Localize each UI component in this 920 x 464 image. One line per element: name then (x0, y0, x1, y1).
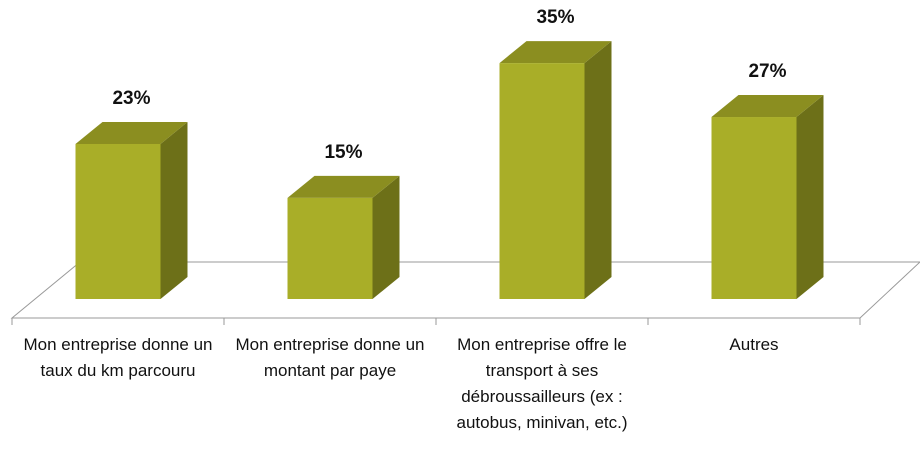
bar-top (499, 41, 612, 64)
value-label: 15% (324, 142, 362, 163)
bar-front (499, 63, 585, 299)
x-tick-label: Autres (729, 335, 779, 354)
bar-front (711, 117, 797, 300)
x-tick-label: Mon entreprise donne un montant par paye (235, 335, 425, 380)
bar-side (584, 41, 612, 299)
x-tick-label: Mon entreprise donne un taux du km parco… (23, 335, 213, 380)
bar (75, 121, 188, 299)
value-label: 27% (748, 61, 786, 82)
value-label: 23% (112, 88, 150, 109)
bar-top (287, 175, 400, 198)
bar-side (160, 121, 188, 299)
bar-top (75, 121, 188, 144)
bar (711, 95, 824, 300)
bar (287, 175, 400, 299)
bar-side (372, 175, 400, 299)
x-tick-label: Mon entreprise offre le transport à ses … (456, 335, 628, 432)
bar-top (711, 95, 824, 118)
bar-front (287, 197, 373, 299)
bar-front (75, 143, 161, 299)
value-label: 35% (536, 7, 574, 28)
bar-side (796, 95, 824, 300)
bar (499, 41, 612, 299)
floor (10, 261, 920, 319)
